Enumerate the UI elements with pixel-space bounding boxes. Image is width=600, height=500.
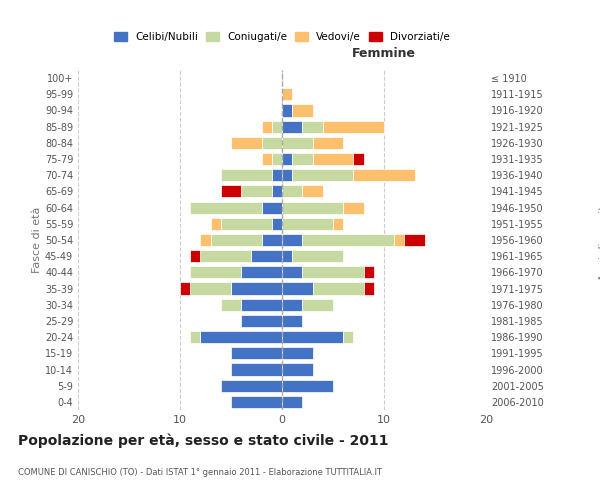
Bar [282,298,302,311]
Bar [241,186,272,198]
Bar [272,120,282,132]
Bar [302,266,364,278]
Bar [282,234,302,246]
Bar [302,298,333,311]
Bar [282,202,343,213]
Bar [200,234,211,246]
Bar [282,218,333,230]
Bar [221,186,241,198]
Bar [211,218,221,230]
Bar [231,396,282,408]
Text: Femmine: Femmine [352,47,416,60]
Bar [221,218,272,230]
Bar [272,218,282,230]
Bar [292,104,313,117]
Bar [302,234,394,246]
Bar [221,380,282,392]
Bar [241,266,282,278]
Bar [282,250,292,262]
Bar [353,153,364,165]
Bar [323,120,384,132]
Bar [313,137,343,149]
Bar [282,186,302,198]
Bar [282,153,292,165]
Bar [394,234,404,246]
Bar [231,348,282,360]
Bar [292,169,353,181]
Bar [272,169,282,181]
Bar [221,298,241,311]
Bar [180,282,190,294]
Bar [302,186,323,198]
Bar [221,169,272,181]
Bar [282,266,302,278]
Bar [353,169,415,181]
Bar [282,348,313,360]
Bar [282,282,313,294]
Bar [190,266,241,278]
Bar [282,169,292,181]
Bar [251,250,282,262]
Bar [190,250,200,262]
Bar [282,104,292,117]
Bar [231,282,282,294]
Legend: Celibi/Nubili, Coniugati/e, Vedovi/e, Divorziati/e: Celibi/Nubili, Coniugati/e, Vedovi/e, Di… [110,28,454,46]
Bar [292,250,343,262]
Bar [364,282,374,294]
Bar [302,120,323,132]
Bar [282,380,333,392]
Bar [231,364,282,376]
Text: COMUNE DI CANISCHIO (TO) - Dati ISTAT 1° gennaio 2011 - Elaborazione TUTTITALIA.: COMUNE DI CANISCHIO (TO) - Dati ISTAT 1°… [18,468,382,477]
Bar [272,153,282,165]
Bar [211,234,262,246]
Bar [282,396,302,408]
Bar [282,88,292,101]
Y-axis label: Anni di nascita: Anni di nascita [599,198,600,281]
Bar [200,331,282,343]
Y-axis label: Fasce di età: Fasce di età [32,207,42,273]
Bar [262,120,272,132]
Bar [200,250,251,262]
Bar [364,266,374,278]
Bar [190,202,262,213]
Bar [190,282,231,294]
Bar [272,186,282,198]
Bar [262,153,272,165]
Bar [343,331,353,343]
Bar [313,282,364,294]
Bar [241,315,282,327]
Bar [241,298,282,311]
Bar [282,120,302,132]
Bar [313,153,353,165]
Bar [282,331,343,343]
Bar [262,137,282,149]
Bar [404,234,425,246]
Bar [333,218,343,230]
Text: Popolazione per età, sesso e stato civile - 2011: Popolazione per età, sesso e stato civil… [18,434,389,448]
Bar [282,315,302,327]
Bar [190,331,200,343]
Bar [292,153,313,165]
Bar [231,137,262,149]
Bar [282,364,313,376]
Bar [343,202,364,213]
Bar [282,137,313,149]
Bar [262,202,282,213]
Bar [262,234,282,246]
